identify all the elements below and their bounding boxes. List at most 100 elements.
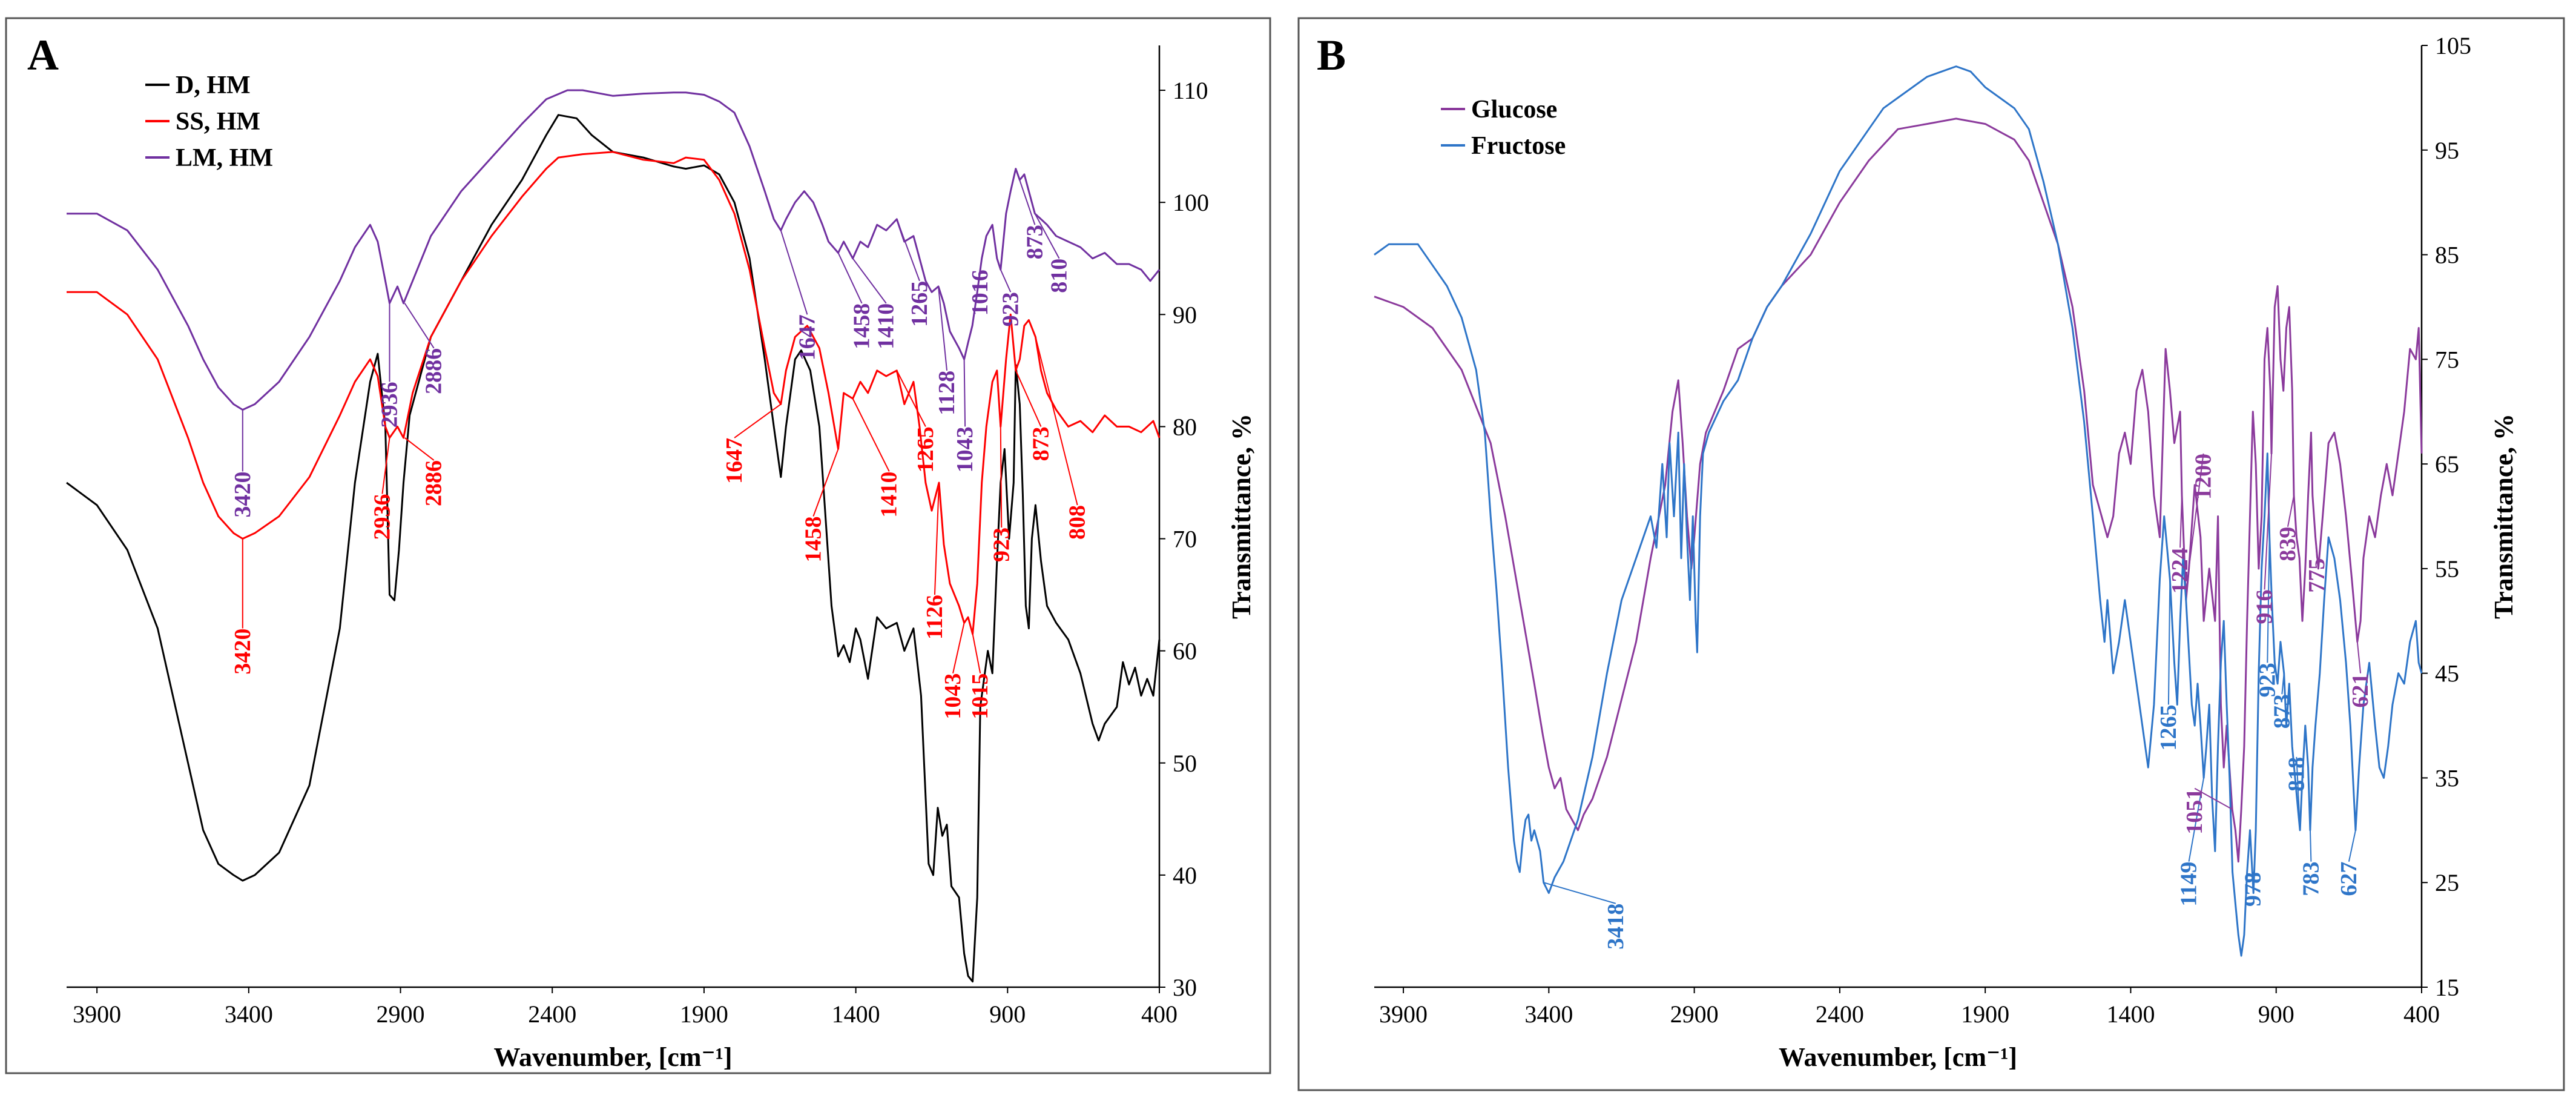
- peak-label: 1265: [907, 281, 932, 327]
- peak-label: 627: [2336, 862, 2362, 896]
- series-line-fructose: [1374, 65, 2423, 957]
- peak-label: 2886: [421, 348, 447, 394]
- peak-label: 1265: [913, 426, 938, 472]
- peak-label: 783: [2298, 862, 2324, 896]
- peak-leader-line: [1543, 882, 1616, 904]
- peak-label: 621: [2348, 673, 2373, 708]
- peak-leader-line: [937, 286, 948, 371]
- y-tick-label: 45: [2435, 660, 2459, 687]
- peak-label: 873: [1028, 426, 1053, 461]
- y-tick-label: 50: [1173, 750, 1197, 777]
- peak-leader-line: [780, 230, 808, 315]
- peak-label: 2936: [377, 382, 402, 428]
- peak-label: 808: [1065, 505, 1090, 540]
- peak-leader-line: [812, 449, 839, 517]
- peak-leader-line: [2167, 579, 2171, 705]
- x-tick-label: 900: [989, 1001, 1026, 1028]
- peak-label: 1015: [967, 673, 993, 719]
- peak-leader-line: [1035, 337, 1078, 506]
- series-line-glucose: [1374, 117, 2423, 863]
- y-tick-label: 100: [1173, 189, 1209, 216]
- peak-leader-line: [1034, 213, 1060, 259]
- legend-label: SS, HM: [176, 108, 260, 136]
- peak-leader-line: [2287, 495, 2295, 527]
- y-tick-label: 30: [1173, 974, 1197, 1001]
- x-tick-label: 2900: [1670, 1001, 1719, 1028]
- x-tick-label: 2400: [528, 1001, 576, 1028]
- x-tick-label: 400: [1141, 1001, 1178, 1028]
- x-tick-label: 1900: [1961, 1001, 2009, 1028]
- x-tick-label: 900: [2258, 1001, 2294, 1028]
- peak-label: 1043: [952, 426, 978, 472]
- panel-letter: B: [1317, 31, 1346, 79]
- legend-label: Glucose: [1471, 96, 1557, 124]
- y-tick-label: 15: [2435, 974, 2459, 1001]
- peak-label: 810: [1047, 259, 1072, 293]
- x-tick-label: 2400: [1816, 1001, 1864, 1028]
- peak-leader-line: [404, 303, 435, 349]
- peak-leader-line: [972, 633, 981, 673]
- peak-label: 978: [2240, 872, 2265, 907]
- peak-label: 1043: [940, 673, 966, 719]
- panel-frame: [5, 17, 1271, 1074]
- y-tick-label: 40: [1173, 862, 1197, 889]
- x-tick-label: 1400: [832, 1001, 880, 1028]
- x-axis-title: Wavenumber, [cm⁻¹]: [493, 1042, 732, 1072]
- peak-label: 839: [2275, 527, 2301, 561]
- y-tick-label: 80: [1173, 413, 1197, 440]
- peak-label: 818: [2284, 757, 2309, 792]
- peak-label: 1126: [922, 595, 947, 640]
- y-tick-label: 105: [2435, 32, 2471, 59]
- peak-label: 775: [2304, 558, 2330, 593]
- peak-leader-line: [952, 623, 965, 673]
- peak-label: 1410: [877, 471, 902, 517]
- peak-leader-line: [2309, 830, 2312, 862]
- legend-label: Fructose: [1471, 132, 1566, 160]
- peak-leader-line: [734, 403, 782, 438]
- peak-label: 3418: [1603, 904, 1629, 950]
- peak-label: 923: [989, 528, 1014, 562]
- series-line-ss-hm: [67, 151, 1161, 635]
- peak-leader-line: [837, 253, 863, 304]
- peak-label: 1128: [934, 371, 960, 415]
- peak-label: 1016: [967, 270, 993, 316]
- peak-leader-line: [2194, 787, 2233, 810]
- y-tick-label: 25: [2435, 869, 2459, 896]
- peak-leader-line: [1000, 426, 1003, 528]
- peak-label: 1458: [800, 517, 826, 563]
- peak-label: 1149: [2176, 862, 2202, 907]
- series-line-lm-hm: [67, 89, 1161, 411]
- legend: D, HM SS, HM LM, HM: [145, 71, 273, 172]
- peak-leader-line: [381, 437, 390, 494]
- series-line-d-hm: [66, 114, 1161, 983]
- y-tick-label: 65: [2435, 451, 2459, 478]
- y-tick-label: 85: [2435, 242, 2459, 269]
- peak-leader-line: [1015, 168, 1036, 225]
- peak-label: 1458: [849, 303, 875, 349]
- panel-letter: A: [27, 31, 59, 79]
- peak-leader-line: [1015, 370, 1042, 427]
- peak-label: 2886: [421, 460, 447, 506]
- peak-leader-line: [896, 219, 920, 282]
- x-tick-label: 3900: [1379, 1001, 1428, 1028]
- peak-leader-line: [852, 258, 887, 304]
- peak-leader-line: [963, 359, 966, 427]
- peak-label: 2936: [369, 494, 395, 540]
- y-tick-label: 70: [1173, 526, 1197, 553]
- peak-label: 3420: [230, 471, 255, 517]
- peak-label: 923: [2255, 663, 2280, 697]
- legend: Glucose Fructose: [1441, 96, 1566, 160]
- y-tick-label: 60: [1173, 638, 1197, 665]
- peak-label: 3420: [230, 629, 255, 675]
- y-tick-label: 90: [1173, 301, 1197, 328]
- y-axis-title: Transmittance, %: [1227, 414, 1256, 619]
- x-tick-label: 3900: [73, 1001, 121, 1028]
- peak-leader-line: [2188, 453, 2204, 569]
- x-tick-label: 3400: [1524, 1001, 1573, 1028]
- peak-label: 923: [998, 292, 1023, 326]
- peak-label: 1051: [2182, 789, 2207, 835]
- x-tick-label: 400: [2403, 1001, 2440, 1028]
- peak-leader-line: [404, 437, 435, 461]
